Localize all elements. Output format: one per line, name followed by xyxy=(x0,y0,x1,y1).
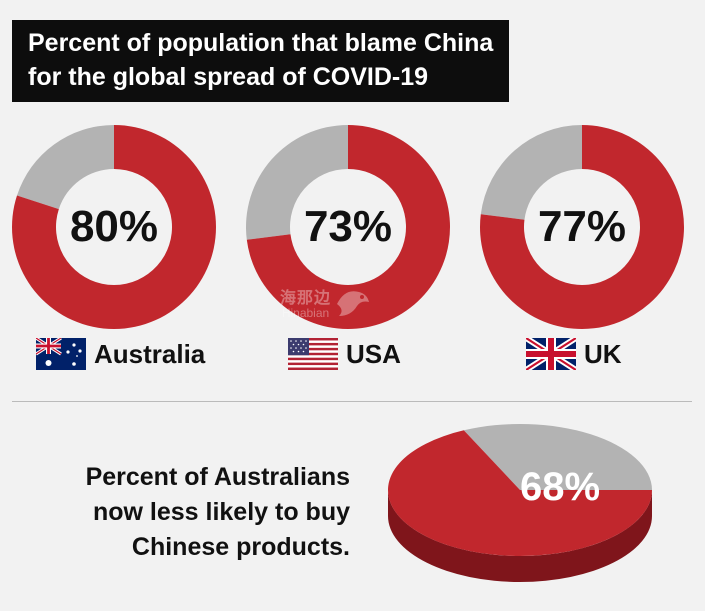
donut-slice-usa xyxy=(246,125,450,329)
section-divider xyxy=(12,401,692,402)
donut-svg-usa xyxy=(246,125,450,329)
country-label-australia: Australia xyxy=(36,336,205,372)
pie-3d-chart: 68% xyxy=(388,424,652,582)
pie-3d-side-slice xyxy=(388,490,652,582)
title-line-2: for the global spread of COVID-19 xyxy=(28,63,429,91)
donut-chart-australia: 80% xyxy=(10,123,218,331)
donut-value-label-uk: 77% xyxy=(537,202,627,251)
pie-3d-remainder xyxy=(463,424,652,490)
donut-slice-australia xyxy=(11,125,216,329)
subchart-caption: Percent of Australians now less likely t… xyxy=(30,460,350,565)
donut-svg-uk xyxy=(480,125,684,329)
donut-remainder-usa xyxy=(246,125,348,240)
donut-svg-australia xyxy=(11,124,216,329)
bird-logo-icon xyxy=(337,291,370,316)
australia-flag-icon xyxy=(36,338,86,370)
pie-3d-value-label: 68% xyxy=(520,465,600,509)
subchart-caption-line-1: Percent of Australians xyxy=(85,463,350,491)
subchart-caption-line-3: Chinese products. xyxy=(131,533,350,561)
donut-slice-uk xyxy=(480,125,684,329)
pie-3d-slice xyxy=(388,430,652,556)
country-name-usa: USA xyxy=(346,338,401,369)
usa-flag-icon xyxy=(288,338,338,370)
donut-value-label-australia: 80% xyxy=(69,202,159,251)
donut-remainder-australia xyxy=(16,124,115,210)
watermark: 海那边 Hinabian xyxy=(280,282,373,322)
donut-value-label-usa: 73% xyxy=(303,202,393,251)
uk-flag-icon xyxy=(526,338,576,370)
donut-remainder-uk xyxy=(480,125,582,220)
country-name-australia: Australia xyxy=(94,338,206,369)
country-name-uk: UK xyxy=(584,338,622,369)
chart-title: Percent of population that blame China f… xyxy=(12,20,510,102)
subchart-caption-line-2: now less likely to buy xyxy=(92,498,350,526)
donut-chart-usa: 73% xyxy=(244,123,452,331)
donut-chart-uk: 77% xyxy=(478,123,686,331)
watermark-cn: 海那边 xyxy=(280,290,332,307)
watermark-en: Hinabian xyxy=(281,306,330,320)
country-label-usa: USA xyxy=(288,336,401,372)
country-label-uk: UK xyxy=(526,336,622,372)
title-line-1: Percent of population that blame China xyxy=(28,29,494,57)
